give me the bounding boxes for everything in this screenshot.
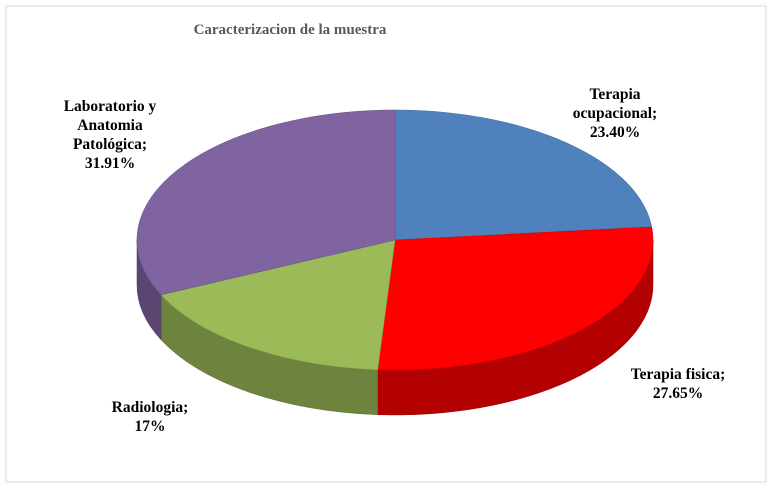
pie-tops bbox=[136, 109, 654, 371]
label-separator: ; bbox=[720, 366, 726, 383]
data-label: Radiologia; 17% bbox=[100, 398, 200, 436]
label-value: 27.65% bbox=[652, 385, 704, 402]
pie-slice bbox=[394, 109, 653, 241]
pie-slice bbox=[136, 109, 396, 296]
data-label: Laboratorio y Anatomia Patológica; 31.91% bbox=[51, 97, 169, 173]
pie-slice bbox=[377, 226, 654, 371]
label-category: Radiologia bbox=[111, 399, 184, 416]
data-label: Terapia fisica; 27.65% bbox=[611, 365, 746, 403]
label-separator: ; bbox=[183, 399, 189, 416]
label-separator: ; bbox=[141, 136, 148, 153]
data-label: Terapia ocupacional; 23.40% bbox=[560, 85, 670, 142]
label-category: Terapia ocupacional bbox=[572, 86, 653, 122]
label-value: 31.91% bbox=[84, 155, 136, 172]
label-value: 17% bbox=[134, 418, 166, 435]
pie-slice bbox=[160, 239, 396, 371]
label-category: Laboratorio y Anatomia Patológica bbox=[63, 98, 157, 153]
label-value: 23.40% bbox=[589, 124, 641, 141]
label-category: Terapia fisica bbox=[630, 366, 721, 383]
label-separator: ; bbox=[652, 105, 658, 122]
chart-title: Caracterizacion de la muestra bbox=[194, 22, 387, 38]
